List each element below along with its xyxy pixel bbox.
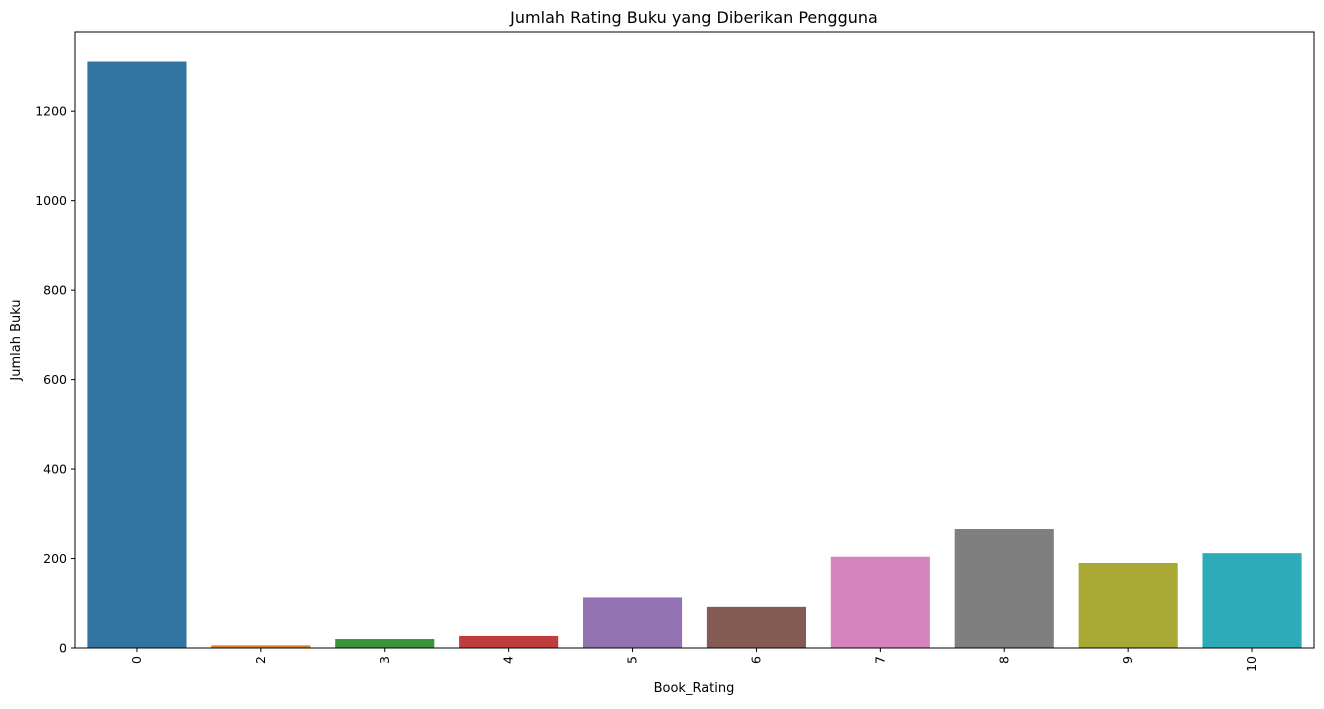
- y-tick-label: 800: [43, 283, 67, 298]
- bar-rating-9: [1078, 563, 1178, 648]
- chart-title: Jumlah Rating Buku yang Diberikan Penggu…: [509, 8, 878, 27]
- y-tick-label: 400: [43, 462, 67, 477]
- x-tick-label: 4: [501, 656, 516, 664]
- bar-rating-4: [459, 635, 559, 648]
- y-tick-label: 600: [43, 372, 67, 387]
- x-axis-label: Book_Rating: [654, 681, 735, 696]
- bar-rating-2: [211, 645, 311, 648]
- plot-frame: [74, 31, 1315, 649]
- y-tick-label: 200: [43, 551, 67, 566]
- y-tick-label: 1200: [35, 104, 67, 119]
- bar-rating-6: [706, 606, 807, 648]
- bar-rating-5: [582, 597, 683, 648]
- x-tick-label: 7: [872, 656, 887, 664]
- x-tick-label: 10: [1244, 656, 1259, 672]
- x-tick-label: 2: [253, 656, 268, 664]
- bar-rating-10: [1202, 553, 1302, 648]
- x-tick-label: 9: [1120, 656, 1135, 664]
- bar-rating-8: [954, 529, 1054, 648]
- x-tick-label: 5: [625, 656, 640, 664]
- x-tick-label: 0: [129, 656, 144, 664]
- y-axis-label: Jumlah Buku: [9, 299, 24, 381]
- y-axis-ticks: 0 200 400 600 800 1000 1200: [35, 104, 75, 656]
- y-tick-label: 1000: [35, 193, 67, 208]
- bars-layer: [87, 61, 1302, 648]
- bar-rating-3: [335, 639, 435, 648]
- bar-rating-7: [830, 556, 930, 648]
- y-tick-label: 0: [59, 641, 67, 656]
- x-axis-ticks: 0 2 3 4 5 6 7 8 9 10: [129, 648, 1259, 672]
- x-tick-label: 8: [996, 656, 1011, 664]
- x-tick-label: 3: [377, 656, 392, 664]
- x-tick-label: 6: [748, 656, 763, 664]
- bar-rating-0: [87, 61, 187, 648]
